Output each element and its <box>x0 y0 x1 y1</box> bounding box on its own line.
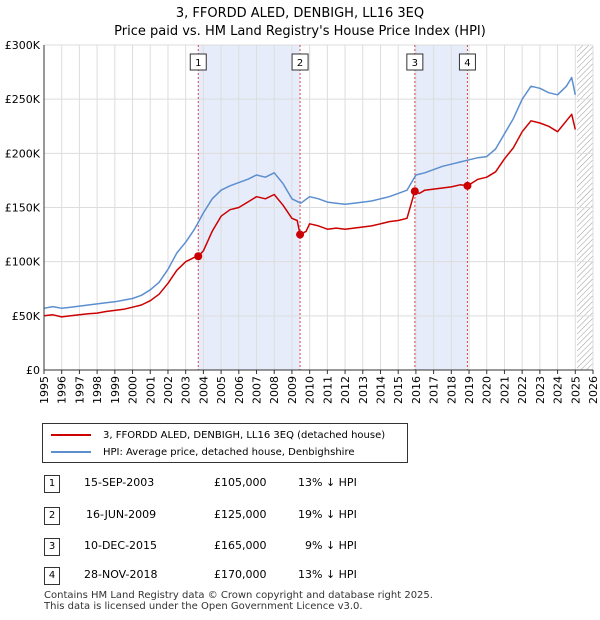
x-tick-label: 2005 <box>215 376 228 404</box>
x-tick-label: 2003 <box>180 376 193 404</box>
x-tick-label: 2011 <box>321 376 334 404</box>
x-tick-label: 2010 <box>304 376 317 404</box>
x-tick-label: 2007 <box>251 376 264 404</box>
sale-label-box <box>458 53 476 71</box>
x-tick-label: 2015 <box>392 376 405 404</box>
x-tick-label: 2009 <box>286 376 299 404</box>
x-tick-label: 2019 <box>463 376 476 404</box>
sale-point <box>296 230 305 239</box>
sale-label-number: 4 <box>464 58 470 69</box>
sale-label-box <box>291 53 309 71</box>
sale-point <box>194 252 203 261</box>
legend-label-hpi: HPI: Average price, detached house, Denb… <box>103 446 355 458</box>
y-tick-label: £50K <box>12 310 41 323</box>
sale-label-box <box>189 53 207 71</box>
legend-label-property: 3, FFORDD ALED, DENBIGH, LL16 3EQ (detac… <box>103 429 386 441</box>
sale-price: £170,000 <box>214 568 267 581</box>
y-tick-label: £0 <box>26 364 40 377</box>
sale-hpi-diff: 9% ↓ HPI <box>305 539 357 552</box>
sale-date: 15-SEP-2003 <box>84 476 155 489</box>
sale-hpi-diff: 13% ↓ HPI <box>298 476 357 489</box>
footer-copyright: Contains HM Land Registry data © Crown c… <box>44 590 433 601</box>
legend-swatch-hpi <box>51 451 91 453</box>
y-tick-label: £250K <box>5 93 41 106</box>
sale-price: £105,000 <box>214 476 267 489</box>
sale-number-box: 2 <box>44 507 60 525</box>
sale-number-box: 1 <box>44 475 60 493</box>
x-tick-label: 1999 <box>109 376 122 404</box>
x-tick-label: 2021 <box>498 376 511 404</box>
sale-label-number: 3 <box>412 58 418 69</box>
x-tick-label: 2017 <box>428 376 441 404</box>
sale-label-number: 2 <box>297 58 303 69</box>
footer-license: This data is licensed under the Open Gov… <box>44 601 363 612</box>
x-tick-label: 1998 <box>91 376 104 404</box>
x-tick-label: 1995 <box>38 376 51 404</box>
y-tick-label: £100K <box>5 256 41 269</box>
series-line-property <box>43 113 577 318</box>
x-tick-label: 2002 <box>162 376 175 404</box>
sale-price: £165,000 <box>214 539 267 552</box>
sale-number-box: 4 <box>44 567 60 585</box>
chart: 1 2 3 4 £0 £50K £100K £150K £200K £250K £300K 1995… <box>5 39 600 404</box>
x-tick-label: 2013 <box>357 376 370 404</box>
sale-number-box: 3 <box>44 538 60 556</box>
x-tick-label: 2014 <box>374 376 387 404</box>
x-tick-label: 2008 <box>268 376 281 404</box>
legend-item-property: 3, FFORDD ALED, DENBIGH, LL16 3EQ (detac… <box>51 428 385 442</box>
x-tick-label: 2024 <box>552 376 565 404</box>
x-tick-label: 2025 <box>569 376 582 404</box>
y-tick-label: £200K <box>5 147 41 160</box>
sale-hpi-diff: 19% ↓ HPI <box>298 508 357 521</box>
sale-date: 16-JUN-2009 <box>86 508 157 521</box>
series-line-hpi <box>43 76 577 310</box>
x-tick-label: 2022 <box>516 376 529 404</box>
sale-label-number: 1 <box>195 58 201 69</box>
sale-label-box <box>406 53 424 71</box>
x-tick-label: 2001 <box>144 376 157 404</box>
sale-hpi-diff: 13% ↓ HPI <box>298 568 357 581</box>
x-tick-label: 2020 <box>481 376 494 404</box>
x-tick-label: 2016 <box>410 376 423 404</box>
x-tick-label: 2023 <box>534 376 547 404</box>
chart-title: 3, FFORDD ALED, DENBIGH, LL16 3EQ <box>175 6 425 21</box>
sale-price: £125,000 <box>214 508 267 521</box>
footer: Contains HM Land Registry data © Crown c… <box>44 590 433 612</box>
x-tick-label: 2006 <box>233 376 246 404</box>
legend: 3, FFORDD ALED, DENBIGH, LL16 3EQ (detac… <box>42 423 408 463</box>
x-tick-label: 2004 <box>197 376 210 404</box>
legend-swatch-property <box>51 434 91 436</box>
y-tick-label: £300K <box>5 39 41 52</box>
x-tick-label: 2012 <box>339 376 352 404</box>
legend-item-hpi: HPI: Average price, detached house, Denb… <box>51 445 354 459</box>
x-tick-label: 2026 <box>587 376 600 404</box>
x-tick-label: 1997 <box>73 376 86 404</box>
x-tick-label: 1996 <box>56 376 69 404</box>
sale-date: 28-NOV-2018 <box>84 568 158 581</box>
y-tick-label: £150K <box>5 202 41 215</box>
x-tick-label: 2000 <box>127 376 140 404</box>
x-tick-label: 2018 <box>445 376 458 404</box>
sale-point <box>410 187 419 196</box>
sale-point <box>463 181 472 190</box>
chart-subtitle: Price paid vs. HM Land Registry's House … <box>114 24 486 39</box>
sale-date: 10-DEC-2015 <box>84 539 158 552</box>
